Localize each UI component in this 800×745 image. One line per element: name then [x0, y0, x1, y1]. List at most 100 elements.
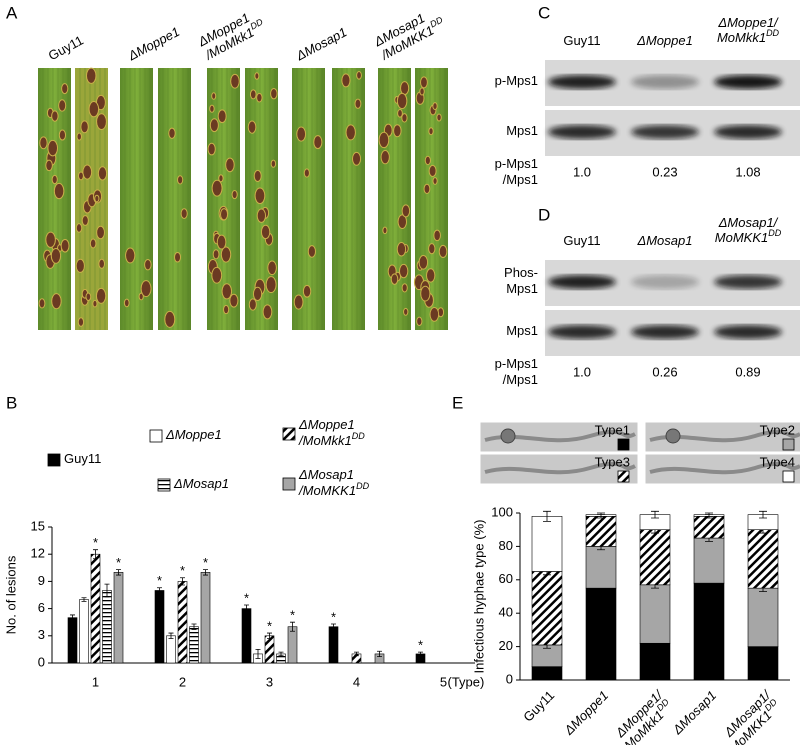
- band: [631, 275, 699, 289]
- lane-label: Guy11: [563, 233, 600, 248]
- significance-mark: *: [203, 555, 208, 570]
- legend-swatch: [282, 477, 296, 491]
- hypha: [649, 461, 800, 475]
- lesion: [436, 113, 442, 122]
- lesion: [221, 283, 233, 300]
- lesion: [39, 136, 48, 150]
- bar-segment: [585, 516, 617, 547]
- bar: [177, 581, 188, 664]
- bar: [264, 635, 275, 664]
- bar: [189, 626, 199, 664]
- lesion: [403, 307, 409, 316]
- lesion: [76, 132, 82, 141]
- lesion: [75, 258, 85, 273]
- cell: [500, 428, 516, 444]
- error-bar: [255, 649, 261, 659]
- bar: [328, 626, 339, 664]
- legend-swatch: [782, 470, 795, 483]
- bar: [241, 608, 252, 664]
- lesion: [424, 155, 431, 166]
- band: [714, 125, 782, 139]
- x-tick-label: 4: [353, 674, 360, 689]
- lesion: [220, 246, 232, 263]
- lesion: [82, 164, 93, 180]
- lesion: [180, 208, 188, 219]
- legend-label: ΔMosap1/MoMKK1DD: [298, 467, 370, 498]
- lesion: [209, 104, 215, 113]
- bar-segment: [531, 516, 563, 572]
- lesion: [38, 298, 46, 309]
- panel-label: C: [538, 3, 550, 22]
- significance-mark: *: [93, 535, 98, 550]
- bar-segment: [693, 582, 725, 681]
- error-bar: [354, 651, 359, 657]
- bar-segment: [747, 529, 779, 589]
- lane-label: ΔMoppe1: [636, 33, 693, 48]
- y-tick-label: 100: [491, 504, 513, 519]
- lesion: [429, 306, 440, 322]
- lesion: [248, 298, 257, 311]
- legend-swatch: [617, 438, 630, 451]
- lesion: [229, 293, 239, 308]
- lesion: [420, 76, 428, 89]
- lesion: [123, 298, 130, 308]
- lesion: [96, 225, 105, 240]
- x-tick-label: 2: [179, 674, 186, 689]
- lesion: [401, 113, 408, 123]
- lesion: [45, 159, 53, 172]
- band: [548, 275, 616, 289]
- micrograph: [479, 421, 639, 453]
- error-bar: [331, 623, 336, 630]
- lesion: [60, 238, 70, 253]
- ratio-value: 0.26: [652, 364, 677, 379]
- lesion: [174, 251, 182, 263]
- lesion: [85, 292, 92, 302]
- lesion: [438, 244, 448, 259]
- lesion: [401, 204, 411, 218]
- lesion: [164, 310, 176, 328]
- bar-segment: [531, 571, 563, 646]
- band: [714, 75, 782, 89]
- lesion: [53, 182, 65, 200]
- lesion: [75, 223, 83, 233]
- lesion: [217, 109, 227, 124]
- bar: [79, 599, 89, 664]
- error-bar: [93, 549, 98, 560]
- legend-label: ΔMoppe1: [165, 427, 222, 442]
- error-bar: [278, 651, 284, 657]
- lane-label: ΔMosap1/MoMKK1DD: [715, 215, 782, 245]
- lesion: [396, 92, 408, 110]
- lesion: [218, 174, 224, 183]
- error-bar: [705, 512, 713, 517]
- y-tick-label: 40: [499, 605, 513, 620]
- lesion: [256, 92, 263, 103]
- lesion: [428, 243, 436, 255]
- cell: [665, 428, 681, 444]
- lesion: [419, 87, 425, 96]
- lesion: [220, 208, 229, 221]
- legend-label: Type2: [760, 422, 795, 437]
- lesion: [432, 102, 438, 111]
- lesion: [94, 194, 100, 203]
- lesion: [231, 189, 238, 200]
- legend-label: Guy11: [64, 451, 101, 466]
- lesion: [144, 258, 152, 271]
- ratio-label: p-Mps1/Mps1: [495, 356, 538, 387]
- lesion: [398, 263, 409, 279]
- significance-mark: *: [244, 590, 249, 605]
- x-tick-label: Guy11: [521, 688, 558, 725]
- panel-label: D: [538, 205, 550, 224]
- lesion: [356, 70, 362, 80]
- lesion: [97, 166, 108, 181]
- bar: [166, 635, 176, 664]
- leaf-photo: [38, 67, 448, 330]
- lesion: [51, 110, 59, 122]
- ratio-value: 0.89: [735, 364, 760, 379]
- lesion: [254, 187, 266, 205]
- y-tick-label: 0: [506, 671, 513, 686]
- lesion: [262, 304, 273, 320]
- lesion: [252, 286, 263, 301]
- lesion: [302, 284, 312, 298]
- lesion: [58, 129, 67, 141]
- lesion: [397, 214, 408, 230]
